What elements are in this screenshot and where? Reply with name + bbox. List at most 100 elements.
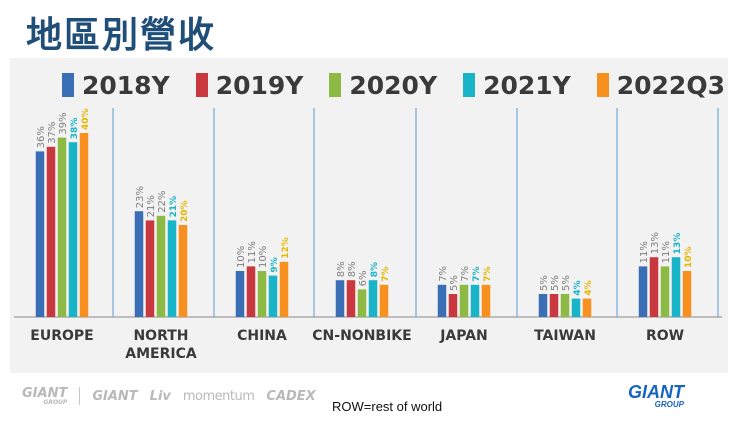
legend-swatch xyxy=(329,73,342,97)
data-label-2018y-4: 7% xyxy=(438,266,449,282)
category-label-3: CN-NONBIKE xyxy=(312,328,411,344)
bar-2020y-2 xyxy=(257,271,267,317)
data-label-2018y-5: 5% xyxy=(539,275,550,291)
legend-label: 2018Y xyxy=(82,70,170,100)
bar-2019y-1 xyxy=(145,220,155,317)
giant-group-logo: GIANT GROUP xyxy=(628,382,684,409)
data-label-2020y-2: 10% xyxy=(258,246,269,268)
bar-2019y-4 xyxy=(448,294,458,317)
momentum-brand-logo: momentum xyxy=(182,388,255,404)
legend-item-2020y: 2020Y xyxy=(329,71,437,100)
legend-swatch xyxy=(596,73,609,97)
cadex-brand-logo: CADEX xyxy=(266,388,316,404)
category-label-2: CHINA xyxy=(237,328,287,344)
logo-divider xyxy=(79,387,81,405)
data-label-2020y-6: 11% xyxy=(661,241,672,263)
legend-swatch xyxy=(463,73,476,97)
legend-item-2018y: 2018Y xyxy=(62,71,170,100)
bar-2021y-4 xyxy=(470,284,480,317)
data-label-2021y-6: 13% xyxy=(673,233,683,255)
data-label-2022q3-0: 40% xyxy=(81,108,91,130)
legend-swatch xyxy=(62,73,74,97)
bar-2022q3-3 xyxy=(379,284,389,317)
data-label-2020y-1: 22% xyxy=(157,191,168,213)
giant-group-small-logo: GIANT GROUP xyxy=(22,386,68,406)
bar-2020y-3 xyxy=(357,289,367,317)
legend-item-2022q3: 2022Q3 xyxy=(596,70,725,100)
data-label-2020y-4: 7% xyxy=(460,266,471,282)
legend-label: 2021Y xyxy=(483,70,571,100)
data-label-2018y-0: 36% xyxy=(36,126,47,148)
bar-2022q3-1 xyxy=(178,225,188,317)
data-label-2021y-0: 38% xyxy=(70,118,80,140)
footnote: ROW=rest of world xyxy=(332,399,443,414)
bar-2018y-5 xyxy=(538,294,548,317)
bar-2021y-2 xyxy=(268,275,278,317)
bar-2022q3-5 xyxy=(582,298,592,317)
category-label-5: TAIWAN xyxy=(534,328,596,344)
bar-2021y-6 xyxy=(671,257,681,317)
legend-item-2021y: 2021Y xyxy=(463,71,571,100)
bar-2022q3-4 xyxy=(481,284,491,317)
bar-2022q3-6 xyxy=(682,271,692,317)
bar-2019y-5 xyxy=(549,294,559,317)
bar-2020y-0 xyxy=(57,137,67,317)
data-label-2022q3-3: 7% xyxy=(381,267,391,282)
data-label-2021y-1: 21% xyxy=(169,196,179,218)
bar-2019y-3 xyxy=(346,280,356,317)
bar-2020y-6 xyxy=(660,266,670,317)
legend-label: 2020Y xyxy=(349,70,438,100)
bar-2021y-0 xyxy=(68,142,78,317)
data-label-2019y-3: 8% xyxy=(347,261,358,277)
data-label-2021y-2: 9% xyxy=(270,257,280,272)
category-label-1-line0: NORTH xyxy=(133,328,188,344)
bar-2022q3-2 xyxy=(279,261,289,317)
data-label-2022q3-2: 12% xyxy=(281,237,291,259)
chart-legend: 2018Y 2019Y 2020Y 2021Y 2022Q3 xyxy=(62,70,740,100)
bar-2019y-0 xyxy=(46,146,56,317)
bar-2020y-5 xyxy=(560,294,570,317)
legend-label: 2022Q3 xyxy=(616,70,725,100)
bar-2018y-0 xyxy=(35,151,45,317)
data-label-2021y-4: 7% xyxy=(472,267,482,282)
data-label-2022q3-4: 7% xyxy=(483,267,493,282)
data-label-2020y-3: 6% xyxy=(358,271,369,287)
category-label-1-line1: AMERICA xyxy=(125,346,197,362)
data-label-2021y-3: 8% xyxy=(370,262,380,277)
data-label-2019y-0: 37% xyxy=(47,122,58,144)
chart-panel xyxy=(10,58,728,373)
data-label-2022q3-1: 20% xyxy=(180,200,190,222)
data-label-2020y-5: 5% xyxy=(561,275,572,291)
bar-2021y-1 xyxy=(167,220,177,317)
footer-brand-logos: GIANT GROUP GIANT Liv momentum CADEX xyxy=(22,386,328,406)
bar-2020y-1 xyxy=(156,215,166,317)
bar-2018y-3 xyxy=(335,280,345,317)
legend-item-2019y: 2019Y xyxy=(195,70,304,100)
bar-2018y-1 xyxy=(134,211,144,317)
data-label-2018y-2: 10% xyxy=(236,246,247,268)
data-label-2018y-6: 11% xyxy=(639,241,650,263)
data-label-2018y-3: 8% xyxy=(336,261,347,277)
bar-2018y-2 xyxy=(235,271,245,317)
category-label-6: ROW xyxy=(646,328,684,344)
legend-swatch xyxy=(195,73,208,97)
category-label-0: EUROPE xyxy=(30,328,93,344)
data-label-2020y-0: 39% xyxy=(58,112,69,134)
data-label-2019y-5: 5% xyxy=(550,275,561,291)
bar-2019y-6 xyxy=(649,257,659,317)
bar-2021y-3 xyxy=(368,280,378,317)
data-label-2019y-2: 11% xyxy=(247,241,258,263)
data-label-2022q3-6: 10% xyxy=(684,246,694,268)
data-label-2019y-6: 13% xyxy=(650,232,661,254)
bar-2021y-5 xyxy=(571,298,581,317)
bar-2018y-4 xyxy=(437,284,447,317)
data-label-2022q3-5: 4% xyxy=(584,280,594,295)
legend-label: 2019Y xyxy=(215,70,304,100)
page-title: 地區別營收 xyxy=(26,15,217,56)
bar-2019y-2 xyxy=(246,266,256,317)
data-label-2018y-1: 23% xyxy=(135,186,146,208)
category-label-4: JAPAN xyxy=(439,328,488,344)
data-label-2019y-1: 21% xyxy=(146,195,157,217)
data-label-2021y-5: 4% xyxy=(573,280,583,295)
